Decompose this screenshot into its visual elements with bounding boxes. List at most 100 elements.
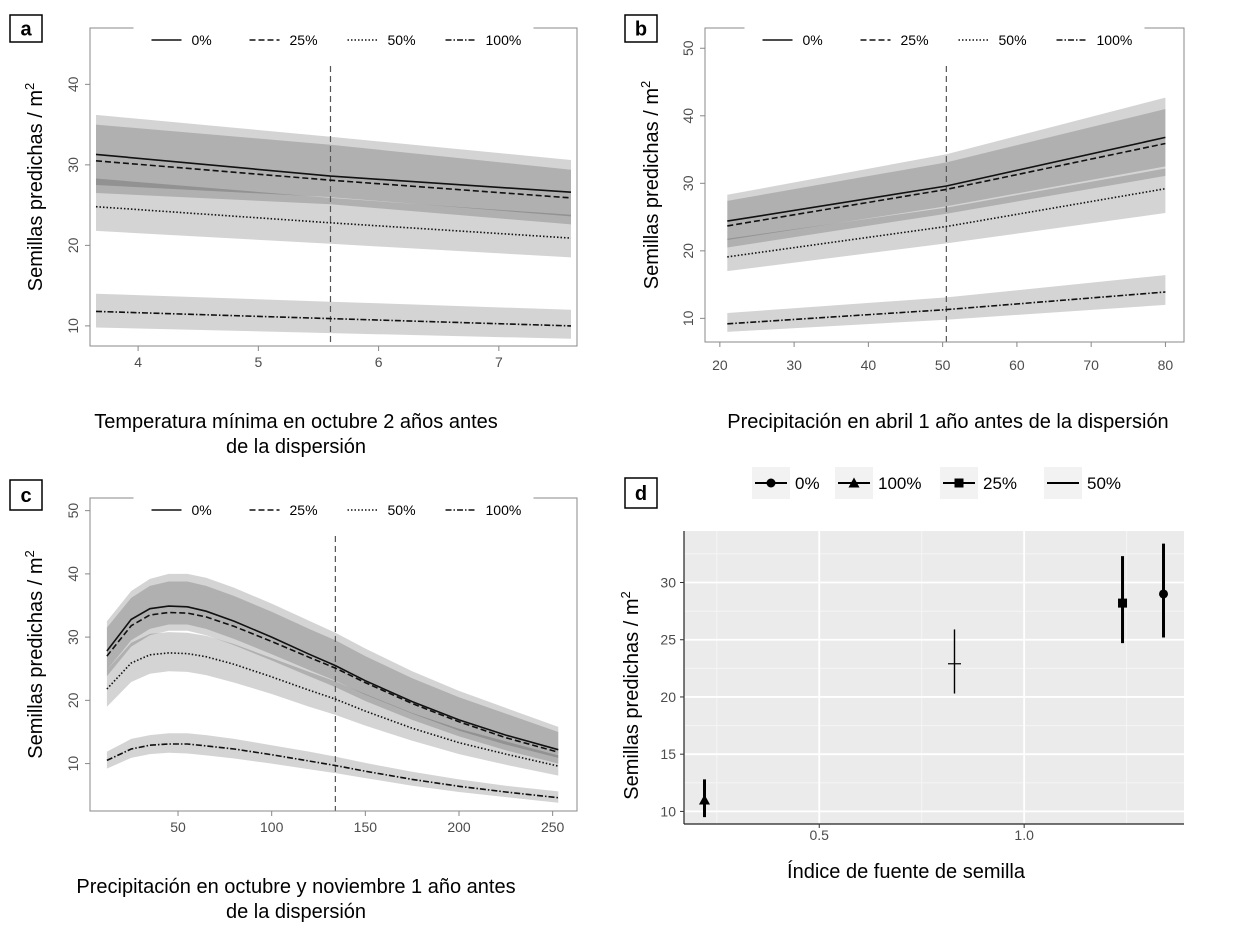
y-tick-label: 20 <box>65 692 81 708</box>
y-tick-label: 10 <box>680 310 696 326</box>
y-tick-label: 50 <box>65 503 81 519</box>
confidence-band-100% <box>106 733 559 803</box>
y-tick-label: 20 <box>660 689 676 705</box>
plot-background <box>90 498 577 811</box>
legend-label: 50% <box>1087 474 1121 493</box>
y-tick-label: 10 <box>660 803 676 819</box>
panel-label: c <box>20 485 31 507</box>
x-tick-label: 0.5 <box>810 827 830 843</box>
series-line-100% <box>727 291 1166 325</box>
x-tick-label: 7 <box>495 354 503 370</box>
x-axis-label: de la dispersión <box>226 901 366 923</box>
y-axis-label-text: Semillas predichas / m <box>621 599 643 800</box>
x-tick-label: 6 <box>375 354 383 370</box>
series-line-0% <box>106 605 559 751</box>
x-tick-label: 250 <box>541 819 565 835</box>
y-tick-label: 40 <box>680 108 696 124</box>
x-tick-label: 30 <box>786 357 802 373</box>
series-line-0% <box>727 136 1166 222</box>
series-line-0% <box>95 153 572 193</box>
data-point-0% <box>1159 589 1169 599</box>
series-line-25% <box>106 611 559 753</box>
legend-box <box>133 490 534 524</box>
confidence-band-50% <box>106 632 559 776</box>
x-axis-label: Precipitación en abril 1 año antes de la… <box>727 411 1168 433</box>
panel-label: b <box>635 19 647 41</box>
legend-label: 0% <box>795 474 820 493</box>
confidence-band-inner-0% <box>96 124 571 217</box>
x-tick-label: 60 <box>1009 357 1025 373</box>
confidence-band-0% <box>96 114 571 225</box>
legend-label: 100% <box>1097 32 1133 48</box>
x-tick-label: 70 <box>1083 357 1099 373</box>
y-axis-label-superscript: 2 <box>618 591 633 598</box>
y-axis-label: Semillas predichas / m2 <box>638 81 663 289</box>
y-tick-label: 10 <box>65 318 81 334</box>
y-axis-label: Semillas predichas / m2 <box>22 83 47 291</box>
legend-label: 50% <box>388 32 416 48</box>
y-axis-label-superscript: 2 <box>22 550 37 557</box>
series-line-100% <box>106 743 559 799</box>
y-tick-label: 10 <box>65 756 81 772</box>
confidence-band-100% <box>727 275 1166 332</box>
x-tick-label: 50 <box>170 819 186 835</box>
y-tick-label: 40 <box>65 76 81 92</box>
confidence-band-0% <box>727 97 1166 248</box>
legend-label: 100% <box>486 502 522 518</box>
panel-label-box <box>624 14 658 43</box>
panel-a: 0% 25% 50% 100% 4 5 6 7 10 20 30 40 <box>65 20 578 370</box>
y-axis-label-text: Semillas predichas / m <box>641 88 663 289</box>
panel-label-box <box>9 14 43 43</box>
y-tick-label: 30 <box>65 157 81 173</box>
x-axis-label: de la dispersión <box>226 436 366 458</box>
legend-label: 100% <box>878 474 921 493</box>
panel-d: 0.5 1.0 10 15 20 25 30 0% 100% 25% 50% <box>660 467 1184 843</box>
legend-box <box>744 20 1145 54</box>
legend-key-symbol-0% <box>766 478 776 488</box>
y-tick-label: 50 <box>680 40 696 56</box>
panel-label-box <box>9 479 43 511</box>
y-tick-label: 30 <box>680 175 696 191</box>
series-line-50% <box>727 187 1166 258</box>
x-tick-label: 40 <box>861 357 877 373</box>
series-line-25% <box>95 160 572 199</box>
legend-key-symbol-100% <box>848 477 860 488</box>
data-point-25% <box>1118 598 1128 608</box>
data-point-100% <box>698 794 710 805</box>
legend-label: 0% <box>192 502 212 518</box>
y-axis-label: Semillas predichas / m2 <box>22 550 47 758</box>
legend-label: 25% <box>983 474 1017 493</box>
legend-label: 50% <box>999 32 1027 48</box>
x-tick-label: 4 <box>134 354 142 370</box>
x-tick-label: 5 <box>254 354 262 370</box>
y-tick-label: 25 <box>660 632 676 648</box>
x-axis-label: Índice de fuente de semilla <box>787 860 1026 883</box>
plot-background <box>705 28 1184 342</box>
legend-label: 100% <box>486 32 522 48</box>
y-axis-label-text: Semillas predichas / m <box>25 558 47 759</box>
y-axis-label-superscript: 2 <box>638 81 653 88</box>
plot-background <box>684 531 1184 824</box>
panel-label-box <box>624 477 658 509</box>
series-line-25% <box>727 142 1166 227</box>
x-axis-label: Temperatura mínima en octubre 2 años ant… <box>94 411 498 433</box>
legend-label: 50% <box>388 502 416 518</box>
x-tick-label: 1.0 <box>1014 827 1034 843</box>
panel-b: 0% 25% 50% 100% 20 30 40 50 60 70 80 10 20 30 40 50 <box>680 20 1185 373</box>
y-tick-label: 15 <box>660 746 676 762</box>
y-tick-label: 40 <box>65 566 81 582</box>
legend-key-symbol-25% <box>954 478 964 488</box>
confidence-band-100% <box>96 293 571 339</box>
legend-label: 25% <box>901 32 929 48</box>
x-tick-label: 100 <box>260 819 284 835</box>
y-axis-label-superscript: 2 <box>22 83 37 90</box>
panel-c: 0% 25% 50% 100% 50 100 150 200 250 10 20 30 40 50 <box>65 490 578 835</box>
y-tick-label: 20 <box>65 237 81 253</box>
legend-label: 25% <box>290 32 318 48</box>
x-axis-label: Precipitación en octubre y noviembre 1 a… <box>76 876 515 898</box>
panel-label: a <box>20 19 32 41</box>
legend-label: 25% <box>290 502 318 518</box>
x-tick-label: 20 <box>712 357 728 373</box>
y-axis-label: Semillas predichas / m2 <box>618 591 643 799</box>
